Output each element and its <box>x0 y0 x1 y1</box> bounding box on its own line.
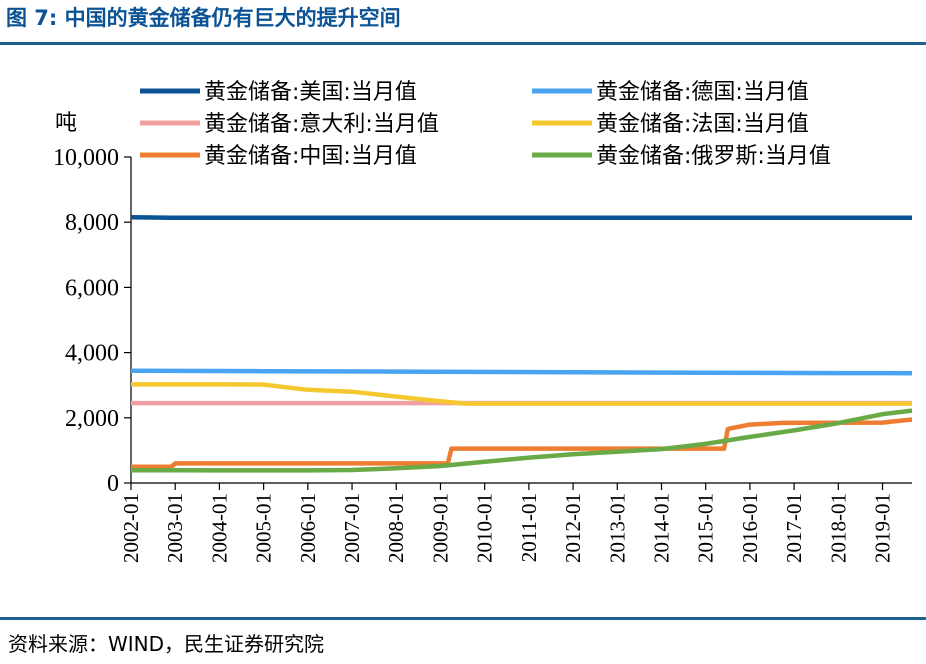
legend-label: 黄金储备:中国:当月值 <box>204 144 417 169</box>
x-tick-label: 2004-01 <box>207 493 231 563</box>
x-tick-label: 2003-01 <box>163 493 187 563</box>
x-tick-label: 2016-01 <box>738 493 762 563</box>
x-tick-label: 2015-01 <box>694 493 718 563</box>
x-tick-label: 2010-01 <box>473 493 497 563</box>
x-tick-label: 2011-01 <box>517 493 541 562</box>
series-line <box>130 215 912 221</box>
legend-label: 黄金储备:德国:当月值 <box>596 80 809 105</box>
source-rule <box>0 617 926 620</box>
y-axis: 0 2,000 4,000 6,000 8,000 10,000 <box>53 145 132 497</box>
source-note: 资料来源：WIND，民生证券研究院 <box>8 632 325 656</box>
x-tick-label: 2007-01 <box>340 493 364 563</box>
y-tick-label: 6,000 <box>65 275 119 301</box>
x-tick-label: 2014-01 <box>649 493 673 563</box>
series-line <box>131 408 913 473</box>
legend-label: 黄金储备:法国:当月值 <box>596 112 809 137</box>
legend-label: 黄金储备:美国:当月值 <box>204 80 417 105</box>
plot-lines <box>130 215 913 473</box>
series-line <box>131 417 913 469</box>
y-tick-label: 10,000 <box>53 145 119 171</box>
legend-label: 黄金储备:意大利:当月值 <box>204 112 439 137</box>
x-tick-label: 2008-01 <box>384 493 408 563</box>
x-tick-label: 2017-01 <box>782 493 806 563</box>
x-tick-label: 2002-01 <box>119 493 143 563</box>
x-tick-label: 2009-01 <box>428 493 452 563</box>
y-tick-label: 4,000 <box>65 341 119 367</box>
y-unit-label: 吨 <box>55 111 77 136</box>
x-tick-label: 2006-01 <box>296 493 320 563</box>
legend-label: 黄金储备:俄罗斯:当月值 <box>596 144 831 169</box>
x-tick-label: 2005-01 <box>252 493 276 563</box>
x-tick-label: 2012-01 <box>561 493 585 563</box>
x-tick-label: 2019-01 <box>871 493 895 563</box>
x-tick-label: 2018-01 <box>826 493 850 563</box>
y-tick-label: 2,000 <box>65 406 119 432</box>
figure-title: 图 7: 中国的黄金储备仍有巨大的提升空间 <box>6 6 401 30</box>
x-tick-label: 2013-01 <box>605 493 629 563</box>
series-line <box>130 368 913 376</box>
x-axis: 2002-01 2003-01 2004-01 2005-01 2006-01 2007-… <box>119 482 912 563</box>
series-line <box>131 382 912 406</box>
y-tick-label: 0 <box>107 471 119 497</box>
title-rule <box>0 42 926 45</box>
y-tick-label: 8,000 <box>65 210 119 236</box>
